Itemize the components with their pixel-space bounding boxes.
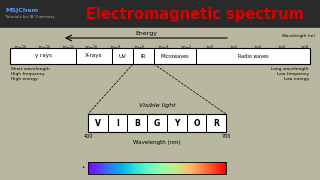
- Text: UV: UV: [119, 53, 126, 59]
- Text: Wavelength (nm): Wavelength (nm): [133, 140, 181, 145]
- Bar: [0, 28, 320, 180]
- Text: Low energy: Low energy: [284, 77, 309, 81]
- Bar: [88, 114, 226, 132]
- Text: $10^{-6}$: $10^{-6}$: [133, 43, 145, 53]
- Text: High energy: High energy: [11, 77, 38, 81]
- Text: $10^{-16}$: $10^{-16}$: [13, 43, 27, 53]
- Text: $10^{-4}$: $10^{-4}$: [156, 43, 168, 53]
- Text: Radio waves: Radio waves: [238, 53, 268, 59]
- Bar: [10, 48, 310, 64]
- Text: Electromagnetic spectrum: Electromagnetic spectrum: [86, 6, 304, 21]
- Text: $10^{-10}$: $10^{-10}$: [84, 43, 98, 53]
- Text: B: B: [134, 118, 140, 127]
- Text: X-rays: X-rays: [85, 53, 103, 59]
- Text: I: I: [116, 118, 119, 127]
- Text: $10^{-8}$: $10^{-8}$: [109, 43, 121, 53]
- Text: Visible light: Visible light: [139, 103, 175, 109]
- Text: MSJChem: MSJChem: [5, 8, 38, 13]
- Text: •: •: [81, 165, 85, 170]
- Text: IR: IR: [141, 53, 146, 59]
- Text: High frequency: High frequency: [11, 72, 44, 76]
- Bar: [88, 162, 226, 174]
- Text: Microwaves: Microwaves: [161, 53, 189, 59]
- Text: Wavelength (m): Wavelength (m): [282, 34, 315, 38]
- Text: $10^{0}$: $10^{0}$: [205, 43, 215, 53]
- Text: V: V: [95, 118, 101, 127]
- Text: $10^{6}$: $10^{6}$: [276, 43, 286, 53]
- Text: $10^{-2}$: $10^{-2}$: [180, 43, 192, 53]
- Text: Tutorials for IB Chemistry: Tutorials for IB Chemistry: [5, 15, 54, 19]
- Text: $10^{8}$: $10^{8}$: [300, 43, 310, 53]
- Text: R: R: [213, 118, 219, 127]
- Text: Energy: Energy: [135, 31, 157, 36]
- Text: $10^{2}$: $10^{2}$: [229, 43, 238, 53]
- Text: Low frequency: Low frequency: [277, 72, 309, 76]
- Text: $10^{4}$: $10^{4}$: [253, 43, 262, 53]
- Text: Long wavelength: Long wavelength: [271, 67, 309, 71]
- Text: Short wavelength: Short wavelength: [11, 67, 50, 71]
- Text: 400: 400: [83, 134, 93, 139]
- Text: $10^{-14}$: $10^{-14}$: [37, 43, 51, 53]
- Text: 700: 700: [221, 134, 231, 139]
- Bar: [0, 0, 320, 28]
- Text: O: O: [193, 118, 200, 127]
- Text: Y: Y: [174, 118, 180, 127]
- Text: $10^{-12}$: $10^{-12}$: [60, 43, 74, 53]
- Text: y rays: y rays: [35, 53, 52, 59]
- Text: G: G: [154, 118, 160, 127]
